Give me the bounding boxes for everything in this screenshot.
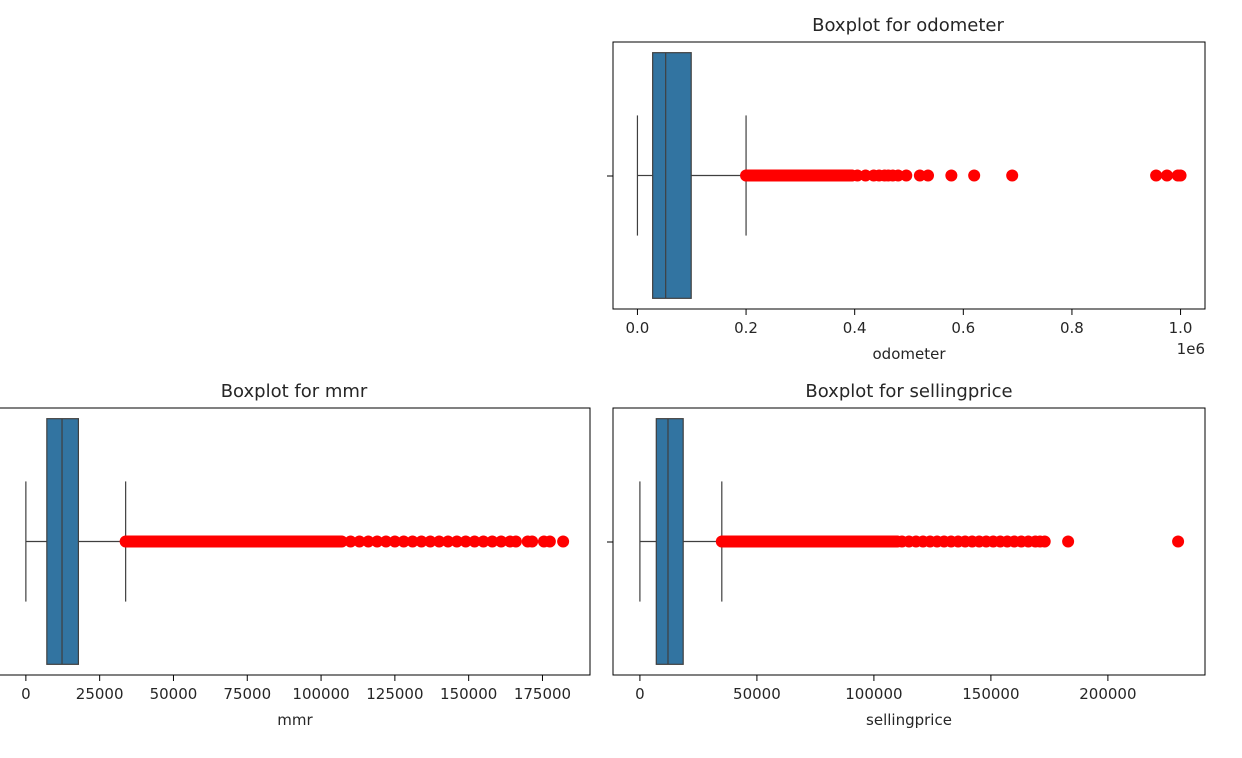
odometer-xtick-label: 0.6 <box>951 319 975 337</box>
mmr-outlier-point <box>415 535 428 548</box>
mmr-xtick-label: 125000 <box>366 685 423 703</box>
sellingprice-title: Boxplot for sellingprice <box>805 381 1012 402</box>
sellingprice-box <box>655 418 684 665</box>
odometer-outlier-point <box>900 169 913 182</box>
mmr-xtick-label: 75000 <box>223 685 271 703</box>
mmr-outlier-point <box>424 535 437 548</box>
mmr-panel: Boxplot for mmr 0 25000 50000 75000 100000 12… <box>0 381 591 729</box>
mmr-outlier-point <box>543 535 556 548</box>
sellingprice-outlier-point <box>1062 535 1075 548</box>
mmr-outlier-point <box>442 535 455 548</box>
mmr-xtick-label: 25000 <box>76 685 124 703</box>
odometer-panel: Boxplot for odometer 0.0 0.2 0.4 0.6 0.8 1.0 … <box>607 15 1206 363</box>
mmr-outlier-point <box>495 535 508 548</box>
mmr-xtick-label: 0 <box>21 685 31 703</box>
odometer-xtick-label: 0.4 <box>843 319 867 337</box>
mmr-outlier-point <box>450 535 463 548</box>
mmr-outlier-point <box>526 535 539 548</box>
mmr-xtick-label: 50000 <box>150 685 198 703</box>
sellingprice-plot-area <box>639 418 1185 665</box>
odometer-xtick-label: 0.0 <box>626 319 650 337</box>
sellingprice-xlabel: sellingprice <box>866 711 952 729</box>
mmr-outlier-point <box>477 535 490 548</box>
odometer-xtick-label: 0.2 <box>734 319 758 337</box>
mmr-outlier-point <box>335 535 348 548</box>
mmr-outlier-point <box>557 535 570 548</box>
mmr-axes-frame <box>0 407 591 676</box>
mmr-outlier-point <box>509 535 522 548</box>
mmr-outlier-point <box>362 535 375 548</box>
mmr-outlier-point <box>468 535 481 548</box>
mmr-outlier-point <box>344 535 357 548</box>
mmr-x-ticks: 0 25000 50000 75000 100000 125000 150000 175000 <box>21 675 571 703</box>
mmr-outlier-point <box>486 535 499 548</box>
odometer-plot-area <box>636 52 1187 299</box>
mmr-outlier-point <box>459 535 472 548</box>
sellingprice-xtick-label: 150000 <box>962 685 1019 703</box>
odometer-outlier-point <box>1150 169 1163 182</box>
mmr-outlier-point <box>397 535 410 548</box>
sellingprice-xtick-label: 0 <box>635 685 645 703</box>
sellingprice-outlier-point <box>1038 535 1051 548</box>
odometer-box <box>652 52 692 299</box>
odometer-outlier-point <box>1006 169 1019 182</box>
mmr-outlier-point <box>388 535 401 548</box>
odometer-xlabel: odometer <box>873 345 947 363</box>
odometer-title: Boxplot for odometer <box>812 15 1004 36</box>
mmr-outlier-point <box>433 535 446 548</box>
odometer-xtick-label: 1.0 <box>1169 319 1193 337</box>
mmr-xtick-label: 150000 <box>440 685 497 703</box>
odometer-offset-text: 1e6 <box>1177 340 1205 358</box>
mmr-xlabel: mmr <box>277 711 313 729</box>
mmr-title: Boxplot for mmr <box>221 381 368 402</box>
mmr-outlier-point <box>353 535 366 548</box>
sellingprice-outlier-point <box>1172 535 1185 548</box>
odometer-outlier-point <box>1174 169 1187 182</box>
mmr-xtick-label: 100000 <box>292 685 349 703</box>
sellingprice-panel: Boxplot for sellingprice 0 50000 100000 150… <box>607 381 1206 729</box>
mmr-xtick-label: 175000 <box>514 685 571 703</box>
odometer-outlier-point <box>922 169 935 182</box>
sellingprice-xtick-label: 100000 <box>845 685 902 703</box>
odometer-outlier-point <box>945 169 958 182</box>
mmr-outlier-point <box>371 535 384 548</box>
sellingprice-xtick-label: 200000 <box>1079 685 1136 703</box>
odometer-outlier-point <box>968 169 981 182</box>
sellingprice-x-ticks: 0 50000 100000 150000 200000 <box>635 675 1137 703</box>
odometer-xtick-label: 0.8 <box>1060 319 1084 337</box>
mmr-outlier-point <box>406 535 419 548</box>
odometer-x-ticks: 0.0 0.2 0.4 0.6 0.8 1.0 <box>626 309 1193 337</box>
odometer-outlier-point <box>1160 169 1173 182</box>
mmr-plot-area <box>25 418 570 665</box>
mmr-outlier-point <box>380 535 393 548</box>
sellingprice-xtick-label: 50000 <box>733 685 781 703</box>
